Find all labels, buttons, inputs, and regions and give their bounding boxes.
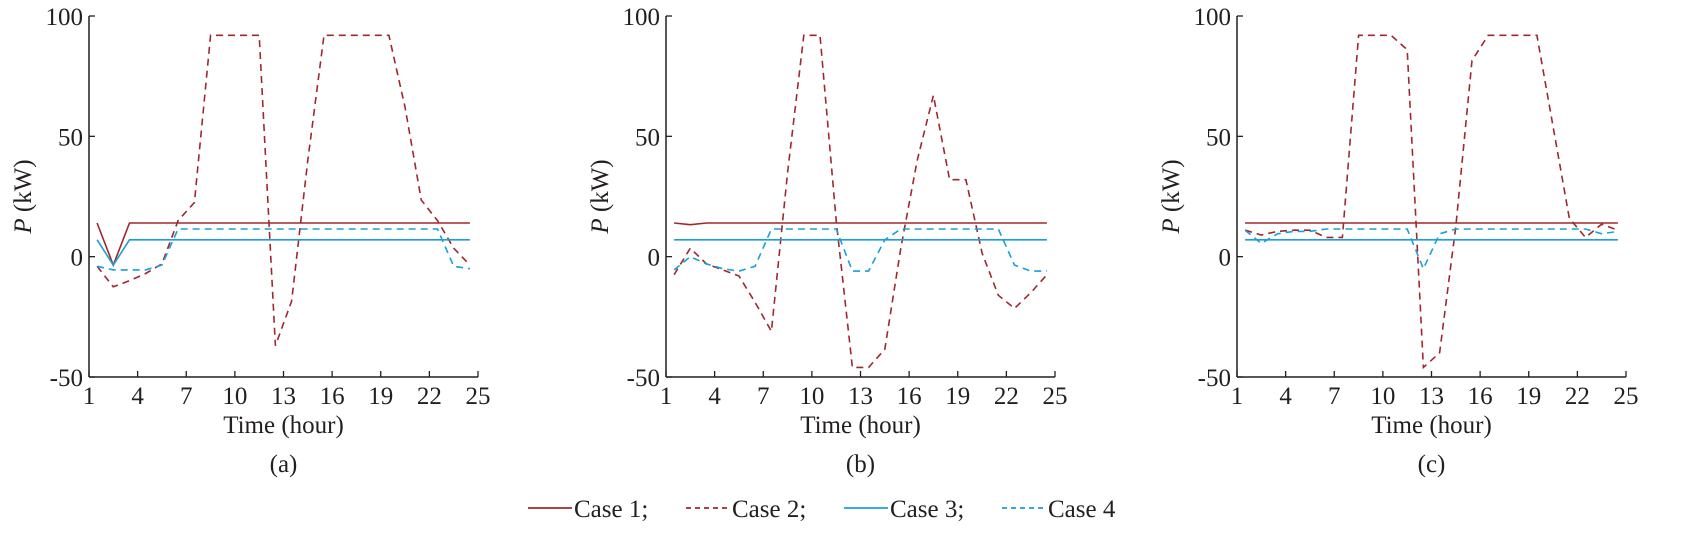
y-axis-label-symbol: P [587, 218, 614, 234]
y-tick-label: 100 [623, 4, 661, 31]
series-line-case-1 [96, 222, 470, 268]
x-tick-label: 19 [1516, 383, 1541, 410]
legend-label: Case 2; [732, 496, 806, 523]
y-tick-label: 50 [58, 124, 83, 151]
x-tick-label: 25 [1043, 383, 1068, 410]
panel-label: (c) [1418, 451, 1446, 478]
y-tick-label: -50 [50, 365, 83, 392]
x-tick-label: 16 [897, 383, 922, 410]
x-tick-label: 1 [1231, 383, 1244, 410]
series-line-case-2 [96, 34, 471, 346]
y-axis-label: P (kW) [10, 159, 37, 234]
legend-item: Case 4 [1002, 496, 1116, 523]
legend-label: Case 3; [890, 496, 964, 523]
legend-label: Case 4 [1048, 496, 1116, 523]
subplot-c: -50 0 50 100 1 4 7 10 13 16 19 22 25 Time (hour) (c) P … [1158, 4, 1639, 478]
y-tick-label: -50 [627, 365, 660, 392]
legend-label: Case 1; [574, 496, 648, 523]
x-tick-label: 13 [848, 383, 873, 410]
series-line-case-1 [674, 222, 1047, 226]
y-tick-label: -50 [1198, 365, 1231, 392]
series-line-case-4 [1244, 228, 1619, 271]
panel-label: (a) [270, 451, 298, 478]
legend-item: Case 1; [528, 496, 648, 523]
y-tick-label: 50 [635, 124, 660, 151]
x-tick-label: 7 [1328, 383, 1341, 410]
x-tick-label: 13 [1419, 383, 1444, 410]
x-tick-label: 10 [222, 383, 247, 410]
x-tick-label: 7 [180, 383, 193, 410]
legend-item: Case 2; [686, 496, 806, 523]
x-tick-label: 22 [994, 383, 1019, 410]
y-axis-label-symbol: P [1158, 218, 1185, 234]
x-tick-label: 4 [1279, 383, 1292, 410]
y-axis-label: P (kW) [1158, 159, 1185, 234]
panel-label: (b) [846, 451, 875, 478]
series-line-case-2 [1244, 34, 1619, 370]
subplot-a: -50 0 50 100 1 4 7 10 13 16 19 22 25 Time (hour) (a) P … [10, 4, 491, 478]
y-axis-label: P (kW) [587, 159, 614, 234]
x-axis-label: Time (hour) [223, 412, 344, 439]
x-tick-label: 16 [320, 383, 345, 410]
x-tick-label: 25 [1614, 383, 1639, 410]
x-tick-label: 10 [1370, 383, 1395, 410]
y-tick-label: 0 [71, 245, 84, 272]
series-line-case-4 [96, 228, 471, 271]
y-tick-label: 100 [1194, 4, 1232, 31]
y-tick-label: 0 [648, 245, 661, 272]
x-axis-label: Time (hour) [800, 412, 921, 439]
legend-item: Case 3; [844, 496, 964, 523]
x-tick-label: 1 [83, 383, 96, 410]
x-tick-label: 13 [271, 383, 296, 410]
y-tick-label: 100 [46, 4, 84, 31]
subplot-b: -50 0 50 100 1 4 7 10 13 16 19 22 25 Time (hour) (b) P … [587, 4, 1068, 478]
x-tick-label: 22 [417, 383, 442, 410]
y-axis-label-unit: (kW) [1158, 159, 1185, 218]
series-line-case-2 [673, 34, 1048, 369]
x-tick-label: 25 [466, 383, 491, 410]
series-line-case-4 [673, 228, 1047, 272]
y-axis-label-symbol: P [10, 218, 37, 234]
x-tick-label: 22 [1565, 383, 1590, 410]
x-tick-label: 10 [799, 383, 824, 410]
y-tick-label: 50 [1206, 124, 1231, 151]
x-tick-label: 1 [660, 383, 673, 410]
y-tick-label: 0 [1219, 245, 1232, 272]
x-tick-label: 7 [757, 383, 770, 410]
y-axis-label-unit: (kW) [10, 159, 37, 218]
x-axis-label: Time (hour) [1371, 412, 1492, 439]
series-line-case-3 [96, 239, 470, 267]
legend: Case 1; Case 2; Case 3; Case 4 [528, 496, 1116, 523]
x-tick-label: 19 [945, 383, 970, 410]
y-axis-label-unit: (kW) [587, 159, 614, 218]
x-tick-label: 4 [131, 383, 144, 410]
x-tick-label: 4 [708, 383, 721, 410]
x-tick-label: 16 [1468, 383, 1493, 410]
x-tick-label: 19 [368, 383, 393, 410]
